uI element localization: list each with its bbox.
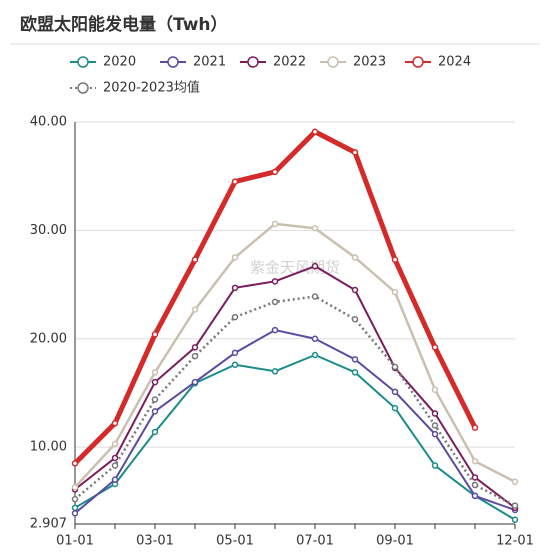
data-point — [151, 428, 159, 436]
y-tick-label: 40.00 — [30, 115, 67, 130]
y-tick-label: 10.00 — [30, 440, 67, 455]
data-point — [511, 478, 519, 486]
data-point — [191, 378, 199, 386]
data-point — [391, 404, 399, 412]
legend-label: 2024 — [438, 55, 471, 70]
data-point — [271, 326, 279, 334]
x-tick-label: 01-01 — [56, 534, 94, 549]
data-point — [431, 422, 439, 429]
data-point — [311, 335, 319, 343]
data-point — [271, 368, 279, 375]
data-point — [351, 149, 359, 156]
data-point — [311, 293, 319, 300]
legend-marker — [77, 56, 89, 68]
data-point — [191, 344, 199, 351]
legend-label: 2021 — [193, 55, 226, 70]
x-tick-label: 12-01 — [496, 534, 534, 549]
data-point — [511, 502, 519, 509]
data-point — [271, 298, 279, 306]
data-point — [311, 224, 319, 232]
legend-label: 2020 — [103, 55, 136, 70]
data-point — [311, 351, 319, 359]
data-point — [351, 286, 359, 294]
data-point — [71, 483, 79, 491]
legend-marker — [247, 56, 259, 68]
series-line — [74, 265, 516, 509]
data-point — [71, 495, 79, 503]
data-point — [391, 363, 399, 371]
data-point — [311, 262, 319, 270]
data-point — [271, 168, 279, 176]
data-point — [71, 460, 79, 467]
chart-title: 欧盟太阳能发电量（Twh） — [20, 14, 228, 35]
data-point — [431, 462, 439, 469]
data-point — [271, 220, 279, 228]
data-point — [311, 128, 319, 136]
data-point — [391, 256, 399, 263]
x-tick-label: 03-01 — [136, 534, 174, 549]
series-line — [74, 329, 516, 515]
data-point — [231, 313, 239, 321]
legend-label: 2020-2023均值 — [103, 80, 200, 96]
data-point — [391, 288, 399, 296]
data-point — [111, 462, 119, 469]
data-point — [151, 408, 159, 415]
legend-marker — [412, 56, 424, 68]
data-point — [111, 454, 119, 462]
data-point — [391, 388, 399, 396]
data-point — [231, 178, 239, 185]
series-line — [74, 354, 516, 521]
data-point — [71, 509, 79, 517]
watermark: 紫金天风期货 — [250, 259, 340, 277]
data-point — [351, 356, 359, 363]
legend-label: 2023 — [353, 55, 386, 70]
legend-label: 2022 — [273, 55, 306, 70]
data-point — [471, 424, 479, 431]
data-point — [431, 410, 439, 417]
data-point — [471, 492, 479, 500]
data-point — [151, 378, 159, 386]
data-point — [151, 396, 159, 403]
data-point — [231, 254, 239, 261]
data-point — [151, 369, 159, 376]
data-point — [71, 504, 79, 512]
data-point — [191, 306, 199, 313]
data-point — [471, 457, 479, 465]
data-point — [431, 430, 439, 438]
data-point — [431, 344, 439, 351]
data-point — [191, 256, 199, 263]
data-point — [111, 476, 119, 483]
legend-marker — [167, 56, 179, 68]
data-point — [231, 361, 239, 369]
data-point — [511, 516, 519, 523]
data-point — [271, 278, 279, 285]
y-tick-label: 2.907 — [30, 517, 67, 532]
data-point — [151, 331, 159, 338]
y-tick-label: 20.00 — [30, 331, 67, 346]
x-tick-label: 05-01 — [216, 534, 254, 549]
data-point — [191, 352, 199, 360]
data-point — [351, 254, 359, 261]
series-line — [74, 295, 516, 507]
data-point — [471, 474, 479, 481]
data-point — [471, 481, 479, 489]
data-point — [111, 440, 119, 448]
legend-marker — [327, 56, 339, 68]
x-tick-label: 09-01 — [376, 534, 414, 549]
data-point — [431, 386, 439, 393]
data-point — [111, 420, 119, 427]
data-point — [231, 349, 239, 357]
series-line — [74, 222, 516, 489]
data-point — [231, 284, 239, 292]
data-point — [351, 315, 359, 323]
data-point — [351, 369, 359, 376]
y-tick-label: 30.00 — [30, 223, 67, 238]
x-tick-label: 07-01 — [296, 534, 334, 549]
legend-marker — [77, 82, 89, 94]
